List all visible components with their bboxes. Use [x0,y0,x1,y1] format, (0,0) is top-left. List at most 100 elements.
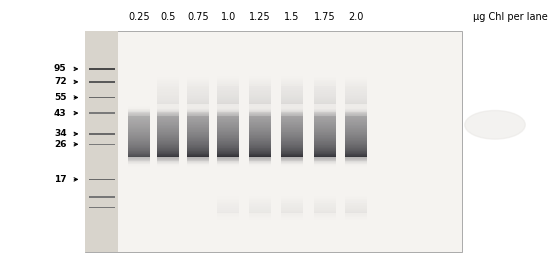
Bar [314,77,336,78]
Bar [217,216,239,217]
Bar [314,145,336,146]
Bar [281,220,303,221]
Bar [345,113,367,114]
Bar [249,161,271,162]
Bar [187,91,209,92]
Bar [345,85,367,86]
Bar [281,99,303,100]
Bar [128,110,150,111]
Bar [249,209,271,210]
Bar [187,83,209,84]
Bar [345,144,367,145]
Bar [249,94,271,95]
Bar [345,211,367,212]
Bar [157,104,179,105]
Bar [128,163,150,164]
Bar [249,216,271,217]
Bar [187,111,209,112]
Bar [345,153,367,154]
Bar [314,161,336,162]
Bar [217,222,239,223]
Bar [249,217,271,218]
Bar [187,116,209,117]
Bar [249,116,271,117]
Bar [314,201,336,202]
Bar [128,116,150,117]
Bar [128,165,150,166]
Bar [281,198,303,199]
Bar [157,106,179,107]
Bar [281,115,303,116]
Bar [249,105,271,106]
Bar [128,120,150,121]
Bar [314,202,336,203]
Bar [281,153,303,154]
Bar [249,107,271,108]
Bar [187,96,209,97]
Bar [345,216,367,217]
Bar [187,158,209,159]
Bar [249,106,271,107]
Bar [89,112,115,114]
Bar [128,123,150,124]
Bar [281,97,303,98]
Bar [217,134,239,135]
Bar [128,121,150,122]
Bar [314,141,336,142]
Bar [187,105,209,106]
Bar [249,145,271,146]
Bar [314,143,336,144]
Bar [217,82,239,83]
Bar [157,115,179,116]
Bar [281,112,303,113]
Bar [157,116,179,117]
Bar [128,133,150,134]
Bar [187,134,209,135]
Bar [314,115,336,116]
Bar [157,165,179,166]
Bar [281,143,303,144]
Bar [217,108,239,109]
Bar [281,217,303,218]
Bar [281,96,303,97]
Bar [217,119,239,120]
Bar [249,125,271,126]
Bar [187,97,209,98]
Bar [249,222,271,223]
Bar [187,108,209,109]
Bar [217,85,239,86]
Bar [281,129,303,130]
Bar [217,113,239,114]
Bar [157,108,179,109]
Bar [217,207,239,208]
Bar [281,123,303,124]
Bar [217,130,239,131]
Bar [314,80,336,81]
Bar [345,106,367,107]
Bar [249,215,271,216]
Bar [157,109,179,110]
Bar [187,74,209,75]
Bar [314,147,336,148]
Bar [314,103,336,104]
Bar [157,88,179,89]
Bar [217,98,239,99]
Bar [157,95,179,96]
Bar [89,144,115,145]
Bar [217,107,239,108]
Text: 26: 26 [54,140,67,149]
Bar [314,127,336,128]
Bar [345,120,367,121]
Bar [217,214,239,215]
Bar [345,217,367,218]
Bar [217,146,239,147]
Bar [281,160,303,161]
Bar [157,152,179,153]
Bar [345,109,367,110]
Bar [157,126,179,127]
Bar [281,215,303,216]
Bar [187,102,209,103]
Bar [217,138,239,139]
Bar [187,113,209,114]
Bar [187,76,209,77]
